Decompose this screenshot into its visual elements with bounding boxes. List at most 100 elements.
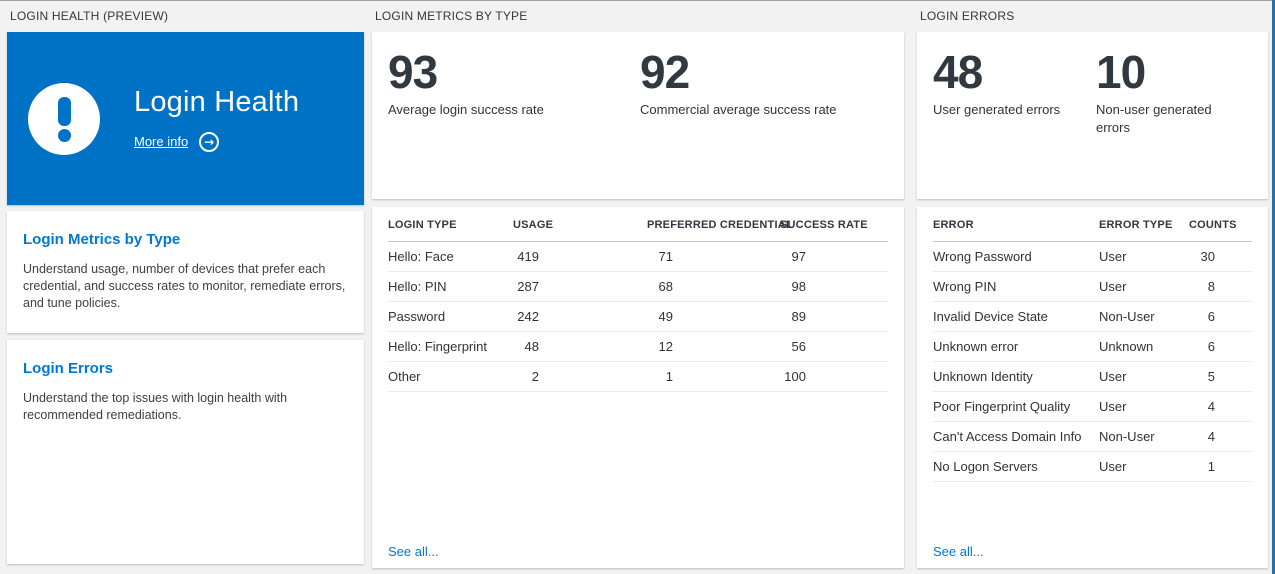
table-cell: 6 [1207,309,1215,324]
table-row[interactable]: Unknown error Unknown 6 [933,332,1252,362]
stat-label: Average login success rate [388,102,544,117]
more-info-link[interactable]: More info [134,134,189,149]
table-cell: 4 [1207,399,1215,414]
table-cell: 97 [791,249,806,264]
table-cell: Wrong Password [933,249,1032,264]
table-cell: 56 [791,339,806,354]
table-cell: 4 [1207,429,1215,444]
table-row[interactable]: Unknown Identity User 5 [933,362,1252,392]
see-all-link[interactable]: See all... [388,544,439,559]
table-header-row: LOGIN TYPE USAGE PREFERRED CREDENTIAL SUCCE… [388,207,888,242]
table-cell: 71 [658,249,673,264]
nav-tile-login-errors[interactable]: Login Errors Understand the top issues w… [7,340,364,564]
panel-title-login-errors: LOGIN ERRORS [920,9,1015,23]
login-health-panel: LOGIN HEALTH (PREVIEW) Login Health More… [7,0,364,564]
arrow-right-circle-icon[interactable]: → [199,131,220,152]
table-cell: User [1099,279,1127,294]
table-row[interactable]: Hello: PIN 287 68 98 [388,272,888,302]
table-row[interactable]: Hello: Fingerprint 48 12 56 [388,332,888,362]
table-cell: 100 [784,369,806,384]
stat-value: 92 [640,46,690,98]
nav-tile-heading: Login Errors [23,360,114,377]
column-header: PREFERRED CREDENTIAL [647,219,793,231]
column-header: USAGE [513,219,554,231]
table-cell: Unknown [1099,339,1154,354]
nav-tile-heading: Login Metrics by Type [23,231,181,248]
errors-stats-card: 48 User generated errors 10 Non-user gen… [917,32,1268,199]
nav-tile-description: Understand usage, number of devices that… [23,262,346,310]
table-cell: 419 [517,249,539,264]
panel-title-login-metrics: LOGIN METRICS BY TYPE [375,9,528,23]
table-cell: User [1099,369,1127,384]
table-cell: 49 [658,309,673,324]
table-cell: 68 [658,279,673,294]
stat-commercial-success-rate: 92 Commercial average success rate [640,46,892,119]
exclamation-icon [28,82,100,155]
table-cell: Unknown Identity [933,369,1033,384]
table-row[interactable]: No Logon Servers User 1 [933,452,1252,482]
stat-value: 93 [388,46,438,98]
table-cell: User [1099,249,1127,264]
metrics-stats-card: 93 Average login success rate 92 Commerc… [372,32,904,199]
login-metrics-table: LOGIN TYPE USAGE PREFERRED CREDENTIAL SUCCE… [372,207,904,568]
table-cell: Hello: Face [388,249,454,264]
table-cell: 30 [1200,249,1215,264]
stat-non-user-generated-errors: 10 Non-user generated errors [1096,46,1231,137]
table-cell: Hello: PIN [388,279,447,294]
table-body: Hello: Face 419 71 97 Hello: PIN 287 68 98 Passw… [388,242,888,392]
table-cell: Wrong PIN [933,279,997,294]
table-row[interactable]: Hello: Face 419 71 97 [388,242,888,272]
table-cell: Can't Access Domain Info [933,429,1082,444]
stat-value: 10 [1096,46,1146,98]
login-health-hero-tile[interactable]: Login Health More info → [7,32,364,205]
table-cell: Password [388,309,446,324]
table-cell: Non-User [1099,309,1155,324]
login-errors-table: ERROR ERROR TYPE COUNTS Wrong Password User… [917,207,1268,568]
column-header: ERROR [933,219,974,231]
table-row[interactable]: Invalid Device State Non-User 6 [933,302,1252,332]
table-header-row: ERROR ERROR TYPE COUNTS [933,207,1252,242]
table-row[interactable]: Can't Access Domain Info Non-User 4 [933,422,1252,452]
table-cell: 98 [791,279,806,294]
table-cell: No Logon Servers [933,459,1038,474]
panel-title-login-health: LOGIN HEALTH (PREVIEW) [10,9,169,23]
stat-value: 48 [933,46,983,98]
table-cell: 1 [1207,459,1215,474]
table-body: Wrong Password User 30 Wrong PIN User 8 Invali… [933,242,1252,482]
see-all-link[interactable]: See all... [933,544,984,559]
login-metrics-panel: LOGIN METRICS BY TYPE 93 Average login s… [372,0,904,568]
table-cell: 6 [1207,339,1215,354]
stat-user-generated-errors: 48 User generated errors [933,46,1096,119]
table-cell: Invalid Device State [933,309,1048,324]
table-cell: 287 [517,279,539,294]
column-header: COUNTS [1189,219,1237,231]
table-cell: 12 [658,339,673,354]
table-cell: Hello: Fingerprint [388,339,487,354]
table-cell: 1 [665,369,673,384]
table-cell: Other [388,369,421,384]
stat-label: Non-user generated errors [1096,102,1212,135]
table-row[interactable]: Other 2 1 100 [388,362,888,392]
table-cell: Poor Fingerprint Quality [933,399,1071,414]
column-header: LOGIN TYPE [388,219,457,231]
stat-average-success-rate: 93 Average login success rate [388,46,640,119]
table-row[interactable]: Wrong Password User 30 [933,242,1252,272]
column-header: SUCCESS RATE [780,219,868,231]
table-cell: 2 [531,369,539,384]
table-cell: 48 [524,339,539,354]
column-header: ERROR TYPE [1099,219,1173,231]
stat-label: Commercial average success rate [640,102,837,117]
table-row[interactable]: Password 242 49 89 [388,302,888,332]
table-row[interactable]: Poor Fingerprint Quality User 4 [933,392,1252,422]
stat-label: User generated errors [933,102,1061,117]
blade-edge [1272,0,1275,574]
table-cell: 242 [517,309,539,324]
table-cell: User [1099,399,1127,414]
nav-tile-description: Understand the top issues with login hea… [23,391,288,422]
table-cell: 8 [1207,279,1215,294]
login-errors-panel: LOGIN ERRORS 48 User generated errors 10… [917,0,1268,568]
nav-tile-login-metrics[interactable]: Login Metrics by Type Understand usage, … [7,211,364,333]
table-cell: Non-User [1099,429,1155,444]
table-row[interactable]: Wrong PIN User 8 [933,272,1252,302]
table-cell: Unknown error [933,339,1019,354]
